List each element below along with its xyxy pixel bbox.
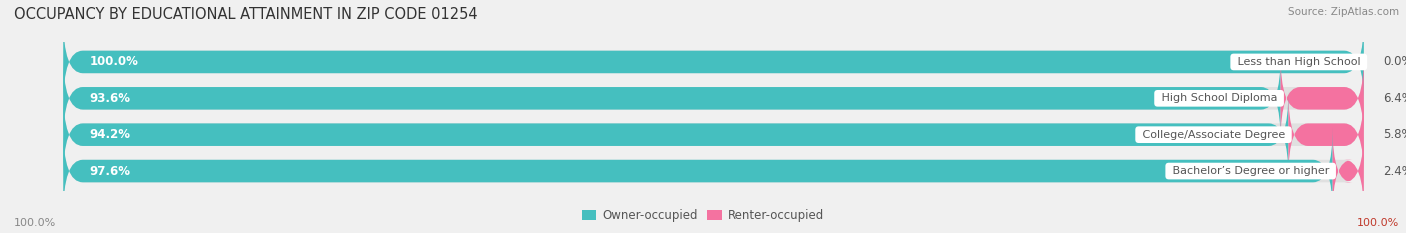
Text: 94.2%: 94.2%: [90, 128, 131, 141]
Text: 93.6%: 93.6%: [90, 92, 131, 105]
Text: 100.0%: 100.0%: [90, 55, 138, 69]
Text: Less than High School: Less than High School: [1233, 57, 1364, 67]
Text: OCCUPANCY BY EDUCATIONAL ATTAINMENT IN ZIP CODE 01254: OCCUPANCY BY EDUCATIONAL ATTAINMENT IN Z…: [14, 7, 478, 22]
FancyBboxPatch shape: [63, 19, 1364, 105]
FancyBboxPatch shape: [63, 91, 1288, 178]
Text: 5.8%: 5.8%: [1384, 128, 1406, 141]
FancyBboxPatch shape: [1288, 91, 1364, 178]
Text: College/Associate Degree: College/Associate Degree: [1139, 130, 1288, 140]
FancyBboxPatch shape: [63, 19, 1364, 105]
Text: 100.0%: 100.0%: [1357, 218, 1399, 228]
Text: High School Diploma: High School Diploma: [1157, 93, 1281, 103]
FancyBboxPatch shape: [63, 91, 1364, 178]
FancyBboxPatch shape: [63, 128, 1364, 214]
FancyBboxPatch shape: [63, 55, 1281, 142]
FancyBboxPatch shape: [1333, 128, 1364, 214]
Legend: Owner-occupied, Renter-occupied: Owner-occupied, Renter-occupied: [578, 205, 828, 227]
Text: 97.6%: 97.6%: [90, 164, 131, 178]
Text: Source: ZipAtlas.com: Source: ZipAtlas.com: [1288, 7, 1399, 17]
Text: 0.0%: 0.0%: [1384, 55, 1406, 69]
FancyBboxPatch shape: [1281, 55, 1364, 142]
FancyBboxPatch shape: [63, 128, 1333, 214]
FancyBboxPatch shape: [63, 55, 1364, 142]
Text: 100.0%: 100.0%: [14, 218, 56, 228]
Text: 6.4%: 6.4%: [1384, 92, 1406, 105]
Text: Bachelor’s Degree or higher: Bachelor’s Degree or higher: [1168, 166, 1333, 176]
Text: 2.4%: 2.4%: [1384, 164, 1406, 178]
